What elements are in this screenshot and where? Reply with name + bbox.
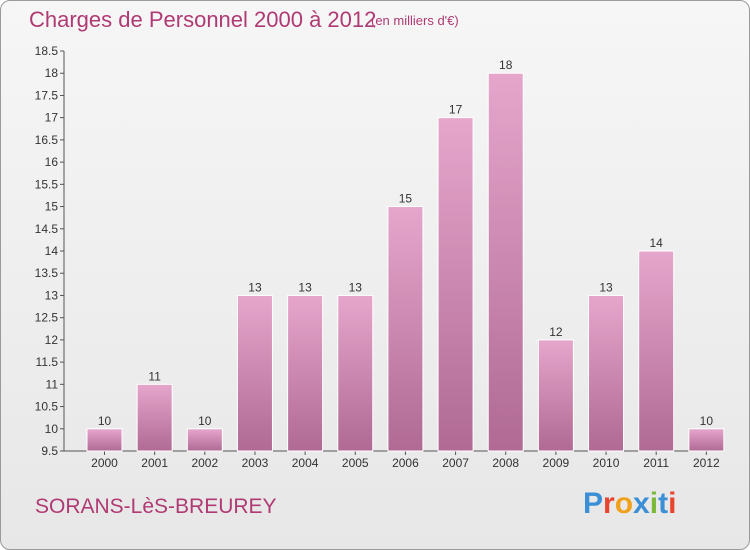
logo-letter: o	[614, 487, 634, 520]
axes: 9.5 10 10.5 11 11.5 12 12.5 13 13.5 14 14.5 15 15.5 1…	[35, 44, 721, 458]
data-label-2001: 11	[148, 369, 161, 383]
x-tick-label-2006: 2006	[392, 456, 419, 470]
bars	[86, 72, 725, 452]
data-label-2003: 13	[248, 280, 262, 294]
proxiti-logo: Proxiti	[583, 487, 676, 521]
x-tick-label-2007: 2007	[442, 456, 469, 470]
data-label-2009: 12	[549, 325, 563, 339]
y-tick-label: 13	[45, 288, 59, 302]
x-tick-label-2008: 2008	[492, 456, 519, 470]
commune-name: SORANS-LèS-BREUREY	[35, 495, 277, 518]
data-label-2007: 17	[449, 103, 463, 117]
y-tick-label: 10.5	[35, 400, 59, 414]
data-label-2008: 18	[499, 58, 513, 72]
x-tick-label-2009: 2009	[543, 456, 570, 470]
bar-2007	[437, 117, 474, 452]
data-label-2005: 13	[349, 280, 363, 294]
x-tick-label-2004: 2004	[292, 456, 319, 470]
bar-2011	[638, 250, 675, 452]
x-tick-label-2000: 2000	[91, 456, 118, 470]
x-tick-label-2005: 2005	[342, 456, 369, 470]
y-tick-label: 15	[45, 200, 59, 214]
y-tick-label: 18	[45, 66, 59, 80]
bar-2009	[537, 339, 574, 452]
logo-letter: x	[633, 487, 650, 520]
data-label-2002: 10	[198, 414, 212, 428]
chart-title: Charges de Personnel 2000 à 2012	[29, 7, 377, 32]
bar-2002	[186, 428, 223, 452]
y-tick-label: 15.5	[35, 177, 59, 191]
data-label-2006: 15	[399, 192, 413, 206]
x-tick-label-2012: 2012	[693, 456, 720, 470]
bar-2012	[688, 428, 725, 452]
labels: 10 2000 11 2001 10 2002 13 2003 13 2004 13 2005 15 20…	[91, 58, 720, 470]
bar-2001	[136, 383, 173, 452]
y-tick-label: 10	[45, 422, 59, 436]
bar-2000	[86, 428, 123, 452]
chart-unit: (en milliers d'€)	[371, 13, 459, 28]
y-tick-label: 16.5	[35, 133, 59, 147]
y-tick-label: 17.5	[35, 88, 59, 102]
y-tick-label: 14.5	[35, 222, 59, 236]
logo-letter: i	[649, 487, 659, 520]
bar-2008	[487, 72, 524, 452]
y-tick-label: 12	[45, 333, 59, 347]
y-tick-label: 12.5	[35, 311, 59, 325]
y-tick-label: 18.5	[35, 44, 59, 58]
x-tick-label-2001: 2001	[141, 456, 168, 470]
logo-letter: r	[603, 487, 615, 520]
bar-2003	[236, 294, 273, 452]
data-label-2010: 13	[599, 280, 613, 294]
logo-letter: i	[668, 487, 677, 520]
y-tick-label: 9.5	[41, 444, 58, 458]
y-tick-label: 17	[45, 111, 59, 125]
y-tick-label: 14	[45, 244, 59, 258]
y-tick-label: 11	[46, 377, 59, 391]
y-tick-label: 13.5	[35, 266, 59, 280]
bar-2005	[337, 294, 374, 452]
data-label-2011: 14	[650, 236, 664, 250]
data-label-2004: 13	[298, 280, 312, 294]
bar-2006	[387, 206, 424, 452]
data-label-2012: 10	[700, 414, 714, 428]
data-label-2000: 10	[98, 414, 112, 428]
logo-letter: t	[658, 487, 669, 520]
x-tick-label-2002: 2002	[191, 456, 218, 470]
bar-2004	[287, 294, 324, 452]
bar-2010	[588, 294, 625, 452]
y-tick-label: 11.5	[36, 355, 59, 369]
x-tick-label-2011: 2011	[643, 456, 669, 470]
x-tick-label-2003: 2003	[242, 456, 269, 470]
y-tick-label: 16	[45, 155, 59, 169]
x-tick-label-2010: 2010	[593, 456, 620, 470]
logo-letter: P	[583, 487, 604, 520]
